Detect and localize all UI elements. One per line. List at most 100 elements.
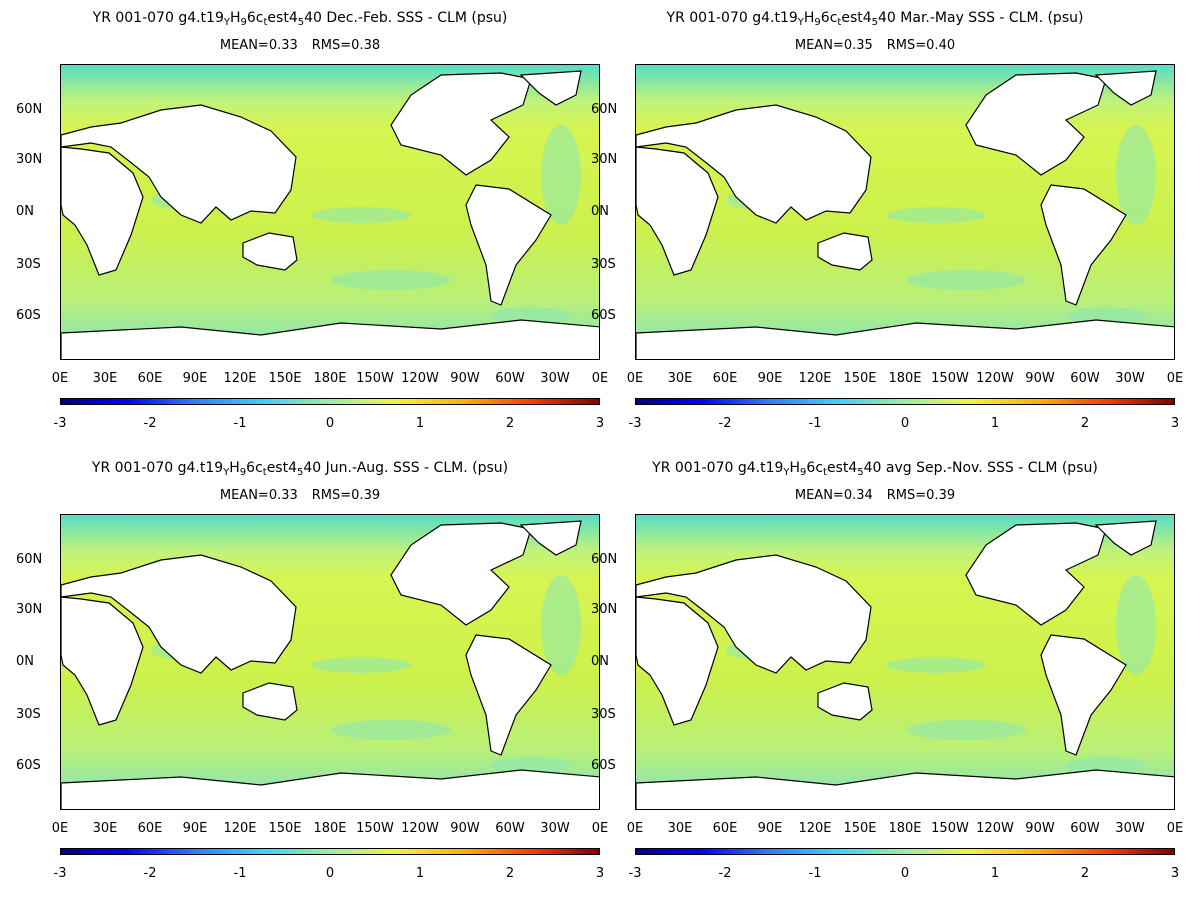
longitude-label: 90W [1025, 371, 1055, 386]
colorbar-tick-label: 1 [990, 866, 1000, 881]
longitude-label: 30E [92, 371, 118, 386]
longitude-label: 120E [798, 821, 832, 836]
longitude-label: 120E [223, 371, 257, 386]
continent-outline [965, 72, 1107, 176]
latitude-label: 60N [16, 102, 43, 117]
longitude-label: 120W [401, 821, 439, 836]
colorbar-tick-label: -1 [233, 416, 247, 431]
colorbar-tick-label: -1 [808, 866, 822, 881]
latitude-label: 60S [16, 758, 41, 773]
colorbar-tick-label: -1 [233, 866, 247, 881]
colorbar [635, 848, 1175, 855]
anomaly-patch [906, 270, 1026, 290]
colorbar-tick-label: 3 [1170, 416, 1180, 431]
continent-outline [465, 184, 552, 306]
continent-outline [61, 146, 144, 276]
anomaly-patch [331, 270, 451, 290]
longitude-label: 30W [1115, 821, 1145, 836]
latitude-label: 60N [16, 552, 43, 567]
longitude-label: 150E [843, 371, 877, 386]
longitude-label: 90E [182, 821, 208, 836]
longitude-label: 60W [1070, 371, 1100, 386]
longitude-label: 150W [356, 821, 394, 836]
continent-outline [636, 146, 719, 276]
longitude-label: 30E [667, 371, 693, 386]
sss-anomaly-map [60, 514, 600, 810]
longitude-label: 60E [137, 371, 163, 386]
map-panel-3: YR 001-070 g4.t19YH96ctest4540 Jun.-Aug.… [0, 450, 608, 900]
anomaly-patch [491, 757, 571, 773]
longitude-label: 180E [888, 821, 922, 836]
colorbar-tick-label: 2 [1080, 866, 1090, 881]
colorbar-tick-label: 3 [1170, 866, 1180, 881]
anomaly-patch [311, 207, 411, 223]
latitude-label: 0N [16, 654, 34, 669]
anomaly-patch [1116, 575, 1156, 675]
continent-outline [390, 72, 532, 176]
longitude-label: 120W [976, 371, 1014, 386]
longitude-label: 60W [1070, 821, 1100, 836]
longitude-label: 60E [712, 371, 738, 386]
longitude-label: 0E [626, 371, 644, 386]
longitude-label: 90W [450, 371, 480, 386]
anomaly-patch [886, 207, 986, 223]
latitude-label: 30S [16, 257, 41, 272]
panel-title: YR 001-070 g4.t19YH96ctest4540 Jun.-Aug.… [91, 460, 509, 478]
panel-stats: MEAN=0.34 RMS=0.39 [575, 488, 1175, 503]
longitude-label: 0E [591, 821, 609, 836]
continent-outline [61, 769, 599, 809]
longitude-label: 180E [313, 821, 347, 836]
longitude-label: 0E [51, 821, 69, 836]
latitude-label: 30N [591, 602, 618, 617]
longitude-label: 0E [626, 821, 644, 836]
colorbar-tick-label: -1 [808, 416, 822, 431]
continent-outline [1040, 184, 1127, 306]
colorbar-tick-label: 3 [595, 416, 605, 431]
longitude-label: 150E [268, 821, 302, 836]
longitude-label: 60W [495, 821, 525, 836]
panel-title: YR 001-070 g4.t19YH96ctest4540 Dec.-Feb.… [92, 10, 508, 28]
anomaly-patch [491, 307, 571, 323]
longitude-label: 150W [931, 821, 969, 836]
land-mask [636, 70, 1174, 359]
latitude-label: 0N [591, 654, 609, 669]
longitude-label: 120E [798, 371, 832, 386]
longitude-label: 120W [976, 821, 1014, 836]
longitude-label: 90E [757, 821, 783, 836]
continent-outline [465, 634, 552, 756]
longitude-label: 0E [1166, 821, 1184, 836]
colorbar [60, 848, 600, 855]
anomaly-patch [311, 657, 411, 673]
colorbar-tick-label: -3 [53, 866, 67, 881]
colorbar-tick-label: 0 [325, 866, 335, 881]
continent-outline [636, 769, 1174, 809]
continent-outline [61, 554, 297, 674]
longitude-label: 180E [313, 371, 347, 386]
continent-outline [965, 522, 1107, 626]
mean-value: MEAN=0.33 [219, 38, 298, 53]
sss-anomaly-map [635, 514, 1175, 810]
longitude-label: 150E [268, 371, 302, 386]
longitude-label: 90E [182, 371, 208, 386]
longitude-label: 30E [92, 821, 118, 836]
colorbar-tick-label: 2 [505, 866, 515, 881]
longitude-label: 0E [1166, 371, 1184, 386]
longitude-label: 60E [137, 821, 163, 836]
latitude-label: 30S [591, 707, 616, 722]
continent-outline [519, 520, 582, 556]
latitude-label: 0N [591, 204, 609, 219]
continent-outline [817, 682, 873, 721]
longitude-label: 60E [712, 821, 738, 836]
colorbar-tick-label: -3 [628, 416, 642, 431]
colorbar-tick-label: -2 [143, 416, 157, 431]
latitude-label: 30N [16, 602, 43, 617]
panel-stats: MEAN=0.33 RMS=0.39 [0, 488, 600, 503]
longitude-label: 90E [757, 371, 783, 386]
continent-outline [1040, 634, 1127, 756]
colorbar-tick-label: -3 [628, 866, 642, 881]
sss-anomaly-map [635, 64, 1175, 360]
mean-value: MEAN=0.35 [794, 38, 873, 53]
anomaly-patch [886, 657, 986, 673]
longitude-label: 150E [843, 821, 877, 836]
panel-title: YR 001-070 g4.t19YH96ctest4540 Mar.-May … [666, 10, 1084, 28]
